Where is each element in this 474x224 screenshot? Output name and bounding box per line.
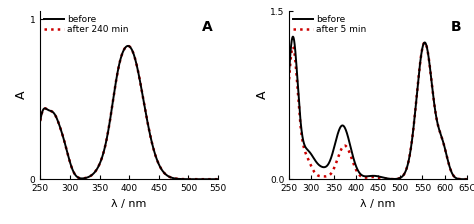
- after 5 min: [286, 78, 292, 81]
- before: [210, 178, 216, 181]
- before: [177, 178, 183, 180]
- after 5 min: [422, 41, 428, 44]
- Line: after 240 min: after 240 min: [40, 46, 218, 179]
- before: [368, 174, 374, 177]
- Line: before: before: [40, 46, 218, 179]
- X-axis label: λ / nm: λ / nm: [360, 199, 396, 209]
- before: [124, 45, 129, 48]
- Legend: before, after 5 min: before, after 5 min: [292, 14, 367, 35]
- before: [295, 91, 301, 94]
- after 240 min: [210, 178, 216, 181]
- before: [119, 53, 125, 56]
- after 240 min: [46, 109, 52, 112]
- Legend: before, after 240 min: before, after 240 min: [43, 14, 130, 35]
- before: [210, 178, 216, 181]
- after 240 min: [124, 45, 129, 48]
- after 5 min: [459, 178, 465, 181]
- before: [290, 35, 296, 38]
- after 240 min: [125, 45, 131, 47]
- before: [459, 178, 465, 181]
- Line: after 5 min: after 5 min: [289, 43, 467, 179]
- Y-axis label: A: A: [15, 91, 28, 99]
- after 5 min: [426, 60, 432, 63]
- before: [125, 45, 131, 47]
- after 5 min: [368, 176, 374, 179]
- Y-axis label: A: A: [255, 91, 268, 99]
- before: [426, 60, 432, 63]
- Text: A: A: [202, 20, 213, 34]
- before: [215, 178, 221, 181]
- after 5 min: [295, 97, 301, 99]
- before: [464, 178, 470, 181]
- after 5 min: [464, 178, 470, 181]
- X-axis label: λ / nm: λ / nm: [111, 199, 147, 209]
- before: [46, 109, 52, 112]
- after 5 min: [459, 178, 465, 181]
- before: [37, 119, 43, 122]
- after 240 min: [210, 178, 216, 181]
- after 240 min: [119, 53, 125, 56]
- after 240 min: [215, 178, 221, 181]
- after 240 min: [177, 178, 183, 180]
- before: [286, 71, 292, 73]
- Text: B: B: [451, 20, 462, 34]
- before: [459, 178, 465, 181]
- after 5 min: [373, 176, 378, 178]
- before: [373, 174, 379, 177]
- Line: before: before: [289, 37, 467, 179]
- after 240 min: [37, 119, 43, 122]
